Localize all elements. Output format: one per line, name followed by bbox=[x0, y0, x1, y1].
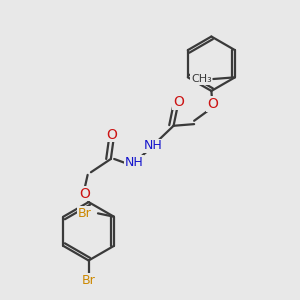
Text: Br: Br bbox=[78, 206, 91, 220]
Text: O: O bbox=[79, 187, 90, 201]
Text: O: O bbox=[207, 97, 218, 111]
Text: O: O bbox=[173, 95, 184, 109]
Text: CH₃: CH₃ bbox=[191, 74, 212, 84]
Text: NH: NH bbox=[144, 139, 162, 152]
Text: NH: NH bbox=[125, 156, 143, 169]
Text: Br: Br bbox=[82, 274, 95, 287]
Text: O: O bbox=[106, 128, 117, 142]
